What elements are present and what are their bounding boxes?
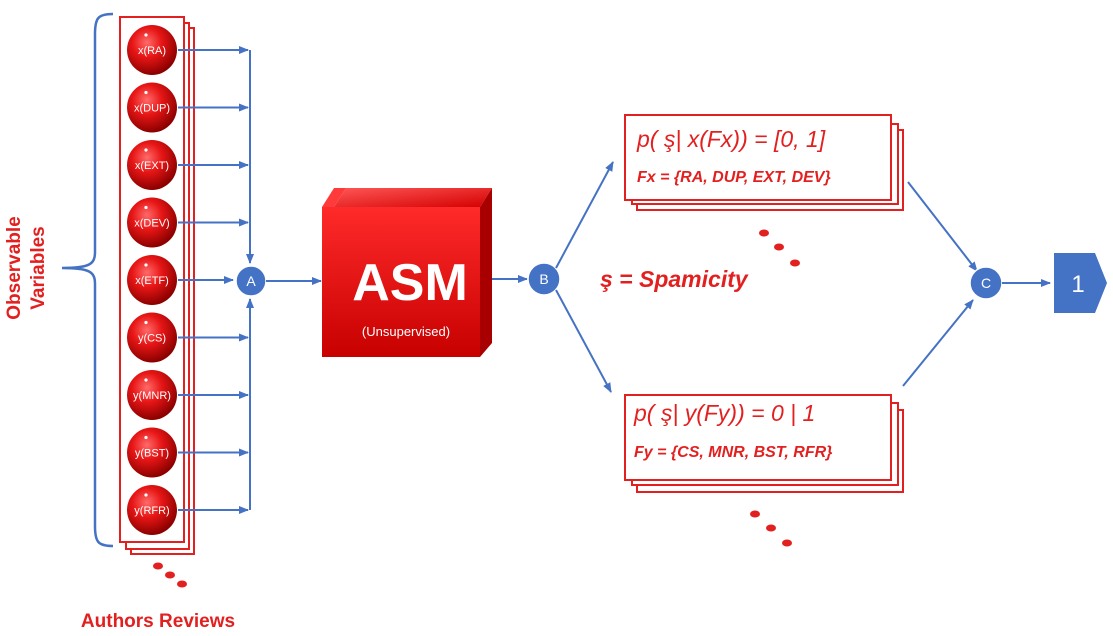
bottom-probability-box: p( ş| y(Fy)) = 0 | 1 Fy = {CS, MNR, BST,… bbox=[624, 394, 904, 493]
variable-label: x(RA) bbox=[138, 45, 166, 57]
variable-label: y(CS) bbox=[138, 333, 166, 345]
asm-title: ASM bbox=[352, 254, 468, 312]
ball-highlight bbox=[144, 378, 148, 382]
ellipsis-bottom bbox=[750, 510, 792, 547]
spamicity-label: ş = Spamicity bbox=[600, 266, 749, 292]
ball-highlight bbox=[144, 90, 148, 95]
variable-list: x(RA) x(DUP) x(EXT) x(DEV) x(ETF) y(CS) y(MNR)… bbox=[127, 25, 177, 535]
variable-item: x(DUP) bbox=[127, 82, 177, 133]
bottom-set: Fy = {CS, MNR, BST, RFR} bbox=[634, 444, 832, 461]
node-a-label: A bbox=[246, 273, 256, 289]
variable-ball bbox=[127, 255, 177, 305]
authors-reviews-label: Authors Reviews bbox=[81, 611, 235, 632]
bottom-formula: p( ş| y(Fy)) = 0 | 1 bbox=[633, 400, 815, 426]
variable-item: x(ETF) bbox=[127, 255, 177, 305]
ball-highlight bbox=[144, 263, 148, 267]
ball-highlight bbox=[144, 148, 148, 152]
output-value: 1 bbox=[1071, 271, 1084, 298]
variable-label: x(DUP) bbox=[134, 103, 170, 115]
variable-item: y(RFR) bbox=[127, 485, 177, 535]
ball-highlight bbox=[144, 435, 148, 440]
variable-item: x(DEV) bbox=[127, 197, 177, 248]
variable-item: y(BST) bbox=[127, 427, 177, 478]
asm-subtitle: (Unsupervised) bbox=[362, 324, 450, 339]
top-set: Fx = {RA, DUP, EXT, DEV} bbox=[637, 169, 831, 186]
ellipsis-left bbox=[153, 562, 187, 588]
variable-item: y(CS) bbox=[127, 312, 177, 363]
variable-ball bbox=[127, 82, 177, 133]
observable-variables-label: Observable Variables bbox=[4, 216, 49, 320]
variable-item: y(MNR) bbox=[127, 370, 177, 420]
variable-label: x(EXT) bbox=[135, 160, 169, 172]
variable-label: x(ETF) bbox=[135, 275, 169, 287]
top-probability-box: p( ş| x(Fx)) = [0, 1] Fx = {RA, DUP, EXT… bbox=[624, 114, 904, 211]
variables-brace bbox=[61, 12, 114, 548]
variable-ball bbox=[127, 370, 177, 420]
variable-label: y(RFR) bbox=[134, 505, 169, 517]
ellipsis-top bbox=[759, 229, 800, 267]
variable-connectors bbox=[178, 46, 254, 514]
top-formula: p( ş| x(Fx)) = [0, 1] bbox=[636, 126, 826, 152]
variable-label: x(DEV) bbox=[134, 218, 169, 230]
variable-item: x(EXT) bbox=[127, 140, 177, 190]
ball-highlight bbox=[144, 33, 148, 37]
side-label-line-1: Observable bbox=[4, 216, 25, 320]
ball-highlight bbox=[144, 205, 148, 210]
node-b: B bbox=[527, 262, 561, 296]
node-c: C bbox=[969, 266, 1003, 300]
variable-label: y(MNR) bbox=[133, 390, 171, 402]
variable-ball bbox=[127, 25, 177, 75]
variable-item: x(RA) bbox=[127, 25, 177, 75]
node-a: A bbox=[235, 265, 267, 297]
variable-ball bbox=[127, 485, 177, 535]
ball-highlight bbox=[144, 320, 148, 325]
output-result: 1 bbox=[1054, 253, 1107, 313]
asm-cube: ASM (Unsupervised) bbox=[322, 188, 492, 357]
node-b-label: B bbox=[539, 271, 548, 287]
variable-ball bbox=[127, 312, 177, 363]
variable-ball bbox=[127, 427, 177, 478]
side-label-line-2: Variables bbox=[28, 226, 49, 309]
ball-highlight bbox=[144, 493, 148, 497]
variable-ball bbox=[127, 197, 177, 248]
node-c-label: C bbox=[981, 275, 991, 291]
variable-label: y(BST) bbox=[135, 448, 169, 460]
variable-ball bbox=[127, 140, 177, 190]
